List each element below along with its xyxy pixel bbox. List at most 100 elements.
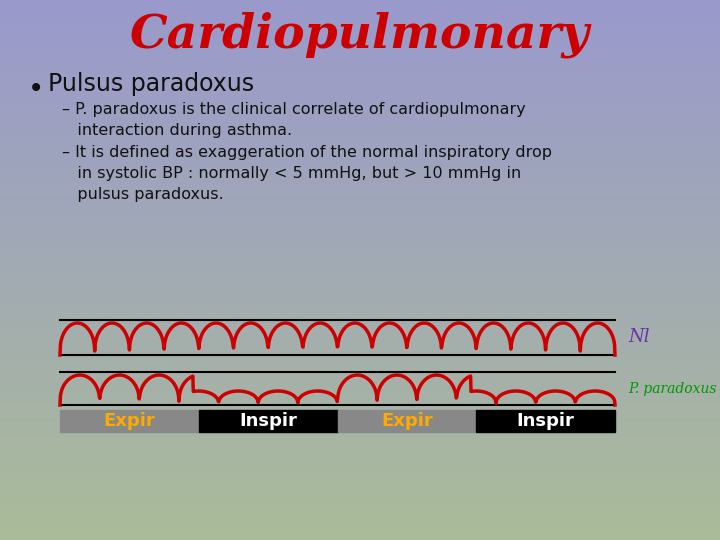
Bar — [0, 472, 720, 475]
Text: Expir: Expir — [104, 412, 156, 430]
Text: Cardiopulmonary: Cardiopulmonary — [130, 12, 590, 58]
Bar — [0, 103, 720, 105]
Bar — [0, 524, 720, 526]
Bar — [0, 289, 720, 292]
Bar — [0, 346, 720, 348]
Bar — [0, 140, 720, 143]
Bar — [0, 305, 720, 308]
Bar — [0, 192, 720, 194]
Bar — [0, 327, 720, 329]
Bar — [0, 335, 720, 338]
Bar — [199, 410, 338, 432]
Bar — [0, 356, 720, 359]
Bar — [0, 40, 720, 43]
Bar — [0, 84, 720, 86]
Bar — [0, 254, 720, 256]
Bar — [0, 526, 720, 529]
Bar — [0, 240, 720, 243]
Bar — [0, 413, 720, 416]
Bar — [0, 286, 720, 289]
Bar — [0, 367, 720, 370]
Bar — [0, 130, 720, 132]
Bar — [0, 38, 720, 40]
Text: – It is defined as exaggeration of the normal inspiratory drop
   in systolic BP: – It is defined as exaggeration of the n… — [62, 145, 552, 202]
Bar — [0, 54, 720, 57]
Bar — [0, 127, 720, 130]
Bar — [0, 51, 720, 54]
Bar — [338, 410, 476, 432]
Bar — [0, 421, 720, 424]
Bar — [0, 184, 720, 186]
Bar — [0, 313, 720, 316]
Bar — [0, 483, 720, 486]
Bar — [0, 78, 720, 81]
Bar — [0, 221, 720, 224]
Bar — [0, 435, 720, 437]
Bar — [0, 373, 720, 375]
Bar — [0, 238, 720, 240]
Bar — [0, 389, 720, 392]
Bar — [0, 73, 720, 76]
Text: Expir: Expir — [381, 412, 433, 430]
Bar — [0, 378, 720, 381]
Bar — [0, 400, 720, 402]
Bar — [0, 178, 720, 181]
Bar — [0, 432, 720, 435]
Bar — [0, 319, 720, 321]
Bar — [0, 35, 720, 38]
Bar — [0, 340, 720, 343]
Bar — [0, 359, 720, 362]
Bar — [0, 224, 720, 227]
Bar — [0, 416, 720, 418]
Bar — [0, 256, 720, 259]
Bar — [0, 300, 720, 302]
Bar — [0, 146, 720, 148]
Bar — [0, 246, 720, 248]
Bar — [0, 151, 720, 154]
Text: – P. paradoxus is the clinical correlate of cardiopulmonary
   interaction durin: – P. paradoxus is the clinical correlate… — [62, 102, 526, 138]
Bar — [0, 284, 720, 286]
Bar — [0, 386, 720, 389]
Bar — [0, 70, 720, 73]
Bar — [0, 267, 720, 270]
Bar — [0, 405, 720, 408]
Bar — [0, 92, 720, 94]
Bar — [0, 427, 720, 429]
Bar — [0, 32, 720, 35]
Bar — [0, 424, 720, 427]
Bar — [0, 14, 720, 16]
Bar — [0, 408, 720, 410]
Bar — [0, 0, 720, 3]
Bar — [0, 154, 720, 157]
Bar — [0, 259, 720, 262]
Bar — [0, 62, 720, 65]
Bar — [0, 205, 720, 208]
Bar — [0, 418, 720, 421]
Bar — [0, 321, 720, 324]
Bar — [0, 448, 720, 451]
Bar — [0, 124, 720, 127]
Bar — [0, 251, 720, 254]
Bar — [0, 310, 720, 313]
Bar — [0, 162, 720, 165]
Bar — [0, 46, 720, 49]
Bar — [0, 65, 720, 68]
Bar — [0, 59, 720, 62]
Bar — [0, 497, 720, 500]
Bar — [0, 494, 720, 497]
Bar — [0, 16, 720, 19]
Bar — [0, 68, 720, 70]
Bar — [0, 24, 720, 27]
Bar — [0, 100, 720, 103]
Text: P. paradoxus: P. paradoxus — [628, 381, 716, 395]
Bar — [0, 148, 720, 151]
Bar — [0, 265, 720, 267]
Bar — [0, 475, 720, 478]
Bar — [0, 27, 720, 30]
Bar — [0, 167, 720, 170]
Bar — [0, 348, 720, 351]
Bar — [0, 135, 720, 138]
Bar — [0, 176, 720, 178]
Bar — [0, 516, 720, 518]
Bar — [0, 518, 720, 521]
